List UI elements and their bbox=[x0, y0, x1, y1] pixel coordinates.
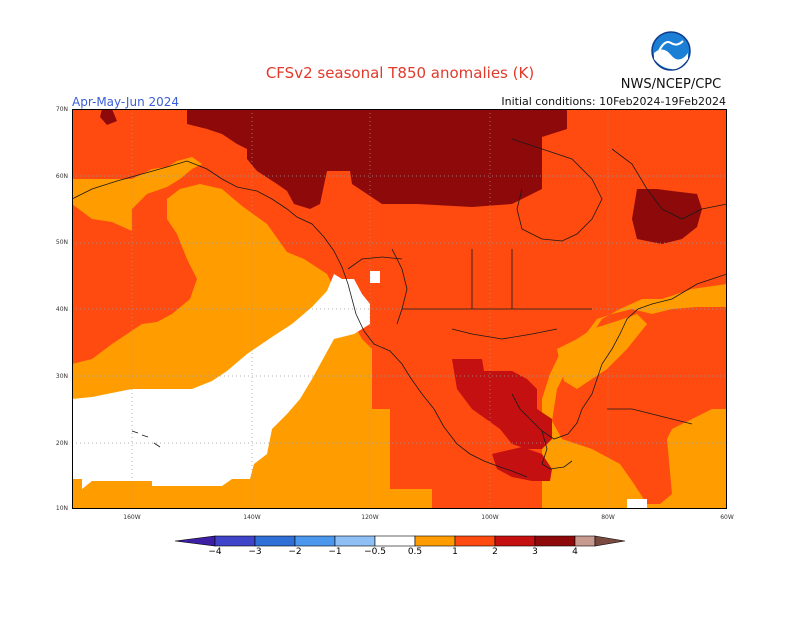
colorbar-label: −4 bbox=[208, 547, 222, 557]
season-label: Apr-May-Jun 2024 bbox=[72, 95, 180, 109]
initial-conditions-label: Initial conditions: 10Feb2024-19Feb2024 bbox=[501, 95, 726, 108]
colorbar-segment bbox=[334, 535, 376, 547]
colorbar-label: 1 bbox=[452, 547, 458, 557]
lat-label: 40N bbox=[55, 306, 68, 313]
neutral-region bbox=[627, 499, 647, 509]
lon-label: 100W bbox=[481, 514, 499, 521]
lon-label: 160W bbox=[123, 514, 141, 521]
neutral-region bbox=[370, 271, 380, 283]
anomaly-map bbox=[72, 109, 727, 509]
colorbar-segment bbox=[454, 535, 496, 547]
colorbar-segment bbox=[294, 535, 336, 547]
colorbar-label: 4 bbox=[572, 547, 578, 557]
colorbar-label: 3 bbox=[532, 547, 538, 557]
lat-label: 70N bbox=[55, 106, 68, 113]
colorbar bbox=[174, 535, 626, 547]
lon-label: 80W bbox=[601, 514, 615, 521]
colorbar-arrow-low bbox=[174, 535, 216, 547]
anomaly-3-region bbox=[187, 109, 567, 209]
map-title: CFSv2 seasonal T850 anomalies (K) bbox=[265, 64, 535, 82]
lon-label: 120W bbox=[361, 514, 379, 521]
colorbar-segment bbox=[214, 535, 256, 547]
anomaly-2-region bbox=[452, 359, 552, 449]
colorbar-segment bbox=[494, 535, 536, 547]
noaa-logo bbox=[651, 31, 691, 71]
colorbar-label: −3 bbox=[248, 547, 262, 557]
anomaly-3-region bbox=[100, 109, 117, 125]
anomaly-2-region bbox=[492, 447, 552, 481]
lat-label: 30N bbox=[55, 373, 68, 380]
map-frame bbox=[72, 109, 727, 509]
colorbar-label: −2 bbox=[288, 547, 302, 557]
lon-label: 60W bbox=[720, 514, 734, 521]
colorbar-segment bbox=[254, 535, 296, 547]
colorbar-label: 0.5 bbox=[407, 547, 423, 557]
lat-label: 60N bbox=[55, 173, 68, 180]
anomaly-0-5-region bbox=[557, 314, 647, 389]
lon-label: 140W bbox=[243, 514, 261, 521]
lat-label: 50N bbox=[55, 239, 68, 246]
anomaly-0-5-region bbox=[542, 284, 727, 509]
colorbar-segment bbox=[574, 535, 596, 547]
anomaly-3-region bbox=[632, 189, 702, 244]
anomaly-0-5-region bbox=[72, 157, 202, 231]
colorbar-segment bbox=[534, 535, 576, 547]
colorbar-label: −1 bbox=[328, 547, 342, 557]
neutral-region bbox=[72, 274, 370, 489]
lat-label: 10N bbox=[55, 505, 68, 512]
colorbar-arrow-high bbox=[594, 535, 626, 547]
colorbar-label: −0.5 bbox=[364, 547, 386, 557]
lat-label: 20N bbox=[55, 440, 68, 447]
colorbar-label: 2 bbox=[492, 547, 498, 557]
colorbar-segment bbox=[414, 535, 456, 547]
colorbar-segment bbox=[374, 535, 416, 547]
coastlines bbox=[72, 138, 727, 478]
agency-label: NWS/NCEP/CPC bbox=[620, 77, 722, 92]
